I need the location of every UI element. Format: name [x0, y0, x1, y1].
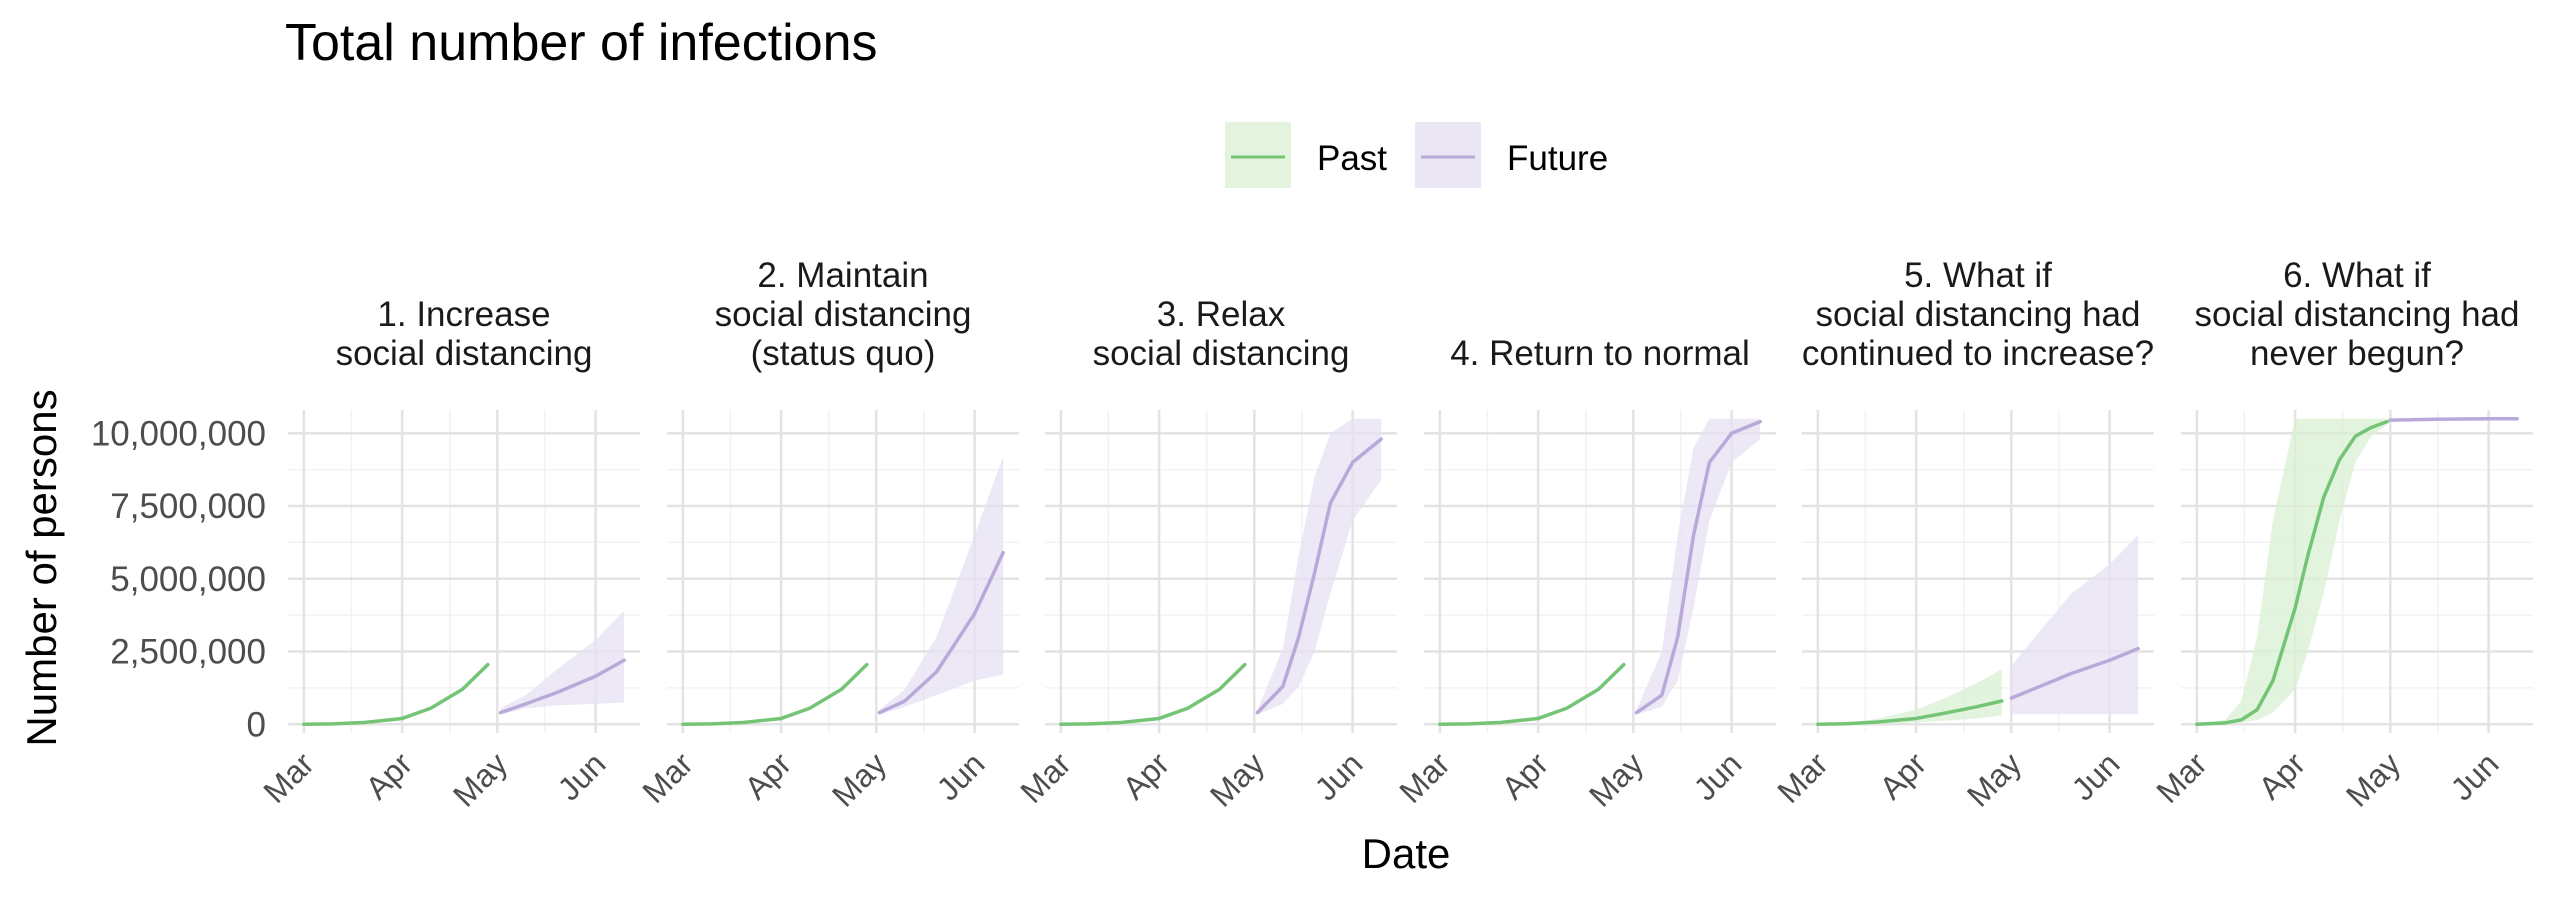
- facet-strip-label: 3. Relax: [1157, 295, 1286, 334]
- past-series-line: [2195, 419, 2389, 727]
- past-series-line: [302, 662, 490, 727]
- facet-strip-label: 4. Return to normal: [1450, 334, 1750, 373]
- legend-key-past: [1225, 122, 1291, 188]
- y-tick-label: 7,500,000: [110, 487, 266, 526]
- future-confidence-band: [2011, 535, 2139, 715]
- facet-strip-label: 6. What if: [2283, 256, 2431, 295]
- future-series-line: [2009, 646, 2140, 700]
- x-tick-label: Jun: [2444, 745, 2506, 807]
- x-tick-label: Mar: [1392, 745, 1457, 810]
- future-confidence-band: [1257, 418, 1382, 715]
- facet-strip-label: continued to increase?: [1802, 334, 2154, 373]
- x-tick-label: May: [1203, 745, 1271, 813]
- legend-key-future: [1415, 122, 1481, 188]
- future-series-line: [877, 550, 1005, 715]
- x-tick-label: Jun: [551, 745, 613, 807]
- facet-strip-label: (status quo): [751, 334, 936, 373]
- x-tick-label: May: [825, 745, 893, 813]
- y-axis-tick-labels: 0 2,500,000 5,000,000 7,500,000 10,000,000: [91, 414, 266, 744]
- x-tick-label: Apr: [2251, 745, 2312, 806]
- x-axis-title: Date: [1362, 830, 1451, 877]
- x-tick-label: May: [2339, 745, 2407, 813]
- x-tick-label: Mar: [256, 745, 321, 810]
- x-tick-label: Jun: [2065, 745, 2127, 807]
- x-tick-label: May: [1582, 745, 1650, 813]
- legend-label-past: Past: [1317, 139, 1387, 178]
- x-tick-label: Mar: [2149, 745, 2214, 810]
- x-tick-label: Jun: [1687, 745, 1749, 807]
- y-tick-label: 5,000,000: [110, 560, 266, 599]
- past-series-line: [1438, 662, 1626, 727]
- facet-strip-label: social distancing had: [2195, 295, 2520, 334]
- future-confidence-band: [1636, 418, 1761, 715]
- past-series-line: [1816, 699, 2004, 727]
- past-series-line: [1059, 662, 1247, 727]
- past-confidence-band: [1817, 668, 2002, 725]
- x-tick-label: Jun: [1308, 745, 1370, 807]
- facet-strip-label: social distancing: [715, 295, 972, 334]
- y-tick-label: 2,500,000: [110, 633, 266, 672]
- x-tick-label: Apr: [737, 745, 798, 806]
- facet-strip-label: never begun?: [2250, 334, 2464, 373]
- x-tick-label: May: [446, 745, 514, 813]
- x-tick-label: Apr: [358, 745, 419, 806]
- x-tick-label: Apr: [1115, 745, 1176, 806]
- x-tick-label: Mar: [1770, 745, 1835, 810]
- legend-label-future: Future: [1507, 139, 1608, 178]
- x-tick-label: Apr: [1494, 745, 1555, 806]
- y-axis-title: Number of persons: [18, 389, 65, 746]
- legend: Past Future: [1225, 122, 1608, 188]
- y-tick-label: 10,000,000: [91, 414, 266, 453]
- future-series-line: [2388, 416, 2519, 422]
- x-tick-label: Apr: [1872, 745, 1933, 806]
- future-confidence-band: [879, 456, 1004, 715]
- facet-panel-4: 4. Return to normal Mar Apr May Jun: [1392, 334, 1776, 814]
- facet-strip-label: social distancing: [336, 334, 593, 373]
- future-confidence-band: [500, 610, 625, 715]
- future-series-line: [498, 658, 626, 715]
- y-tick-label: 0: [247, 705, 266, 744]
- chart-title: Total number of infections: [285, 14, 878, 72]
- x-tick-label: Mar: [1013, 745, 1078, 810]
- past-confidence-band: [2196, 418, 2388, 725]
- future-series-line: [1634, 419, 1762, 715]
- x-tick-label: May: [1960, 745, 2028, 813]
- facet-strip-label: 1. Increase: [377, 295, 550, 334]
- x-tick-label: Jun: [930, 745, 992, 807]
- facet-strip-label: 2. Maintain: [757, 256, 928, 295]
- facet-strip-label: social distancing had: [1816, 295, 2141, 334]
- future-series-line: [1255, 437, 1383, 715]
- past-series-line: [681, 662, 869, 727]
- facet-strip-label: 5. What if: [1904, 256, 2052, 295]
- x-tick-label: Mar: [635, 745, 700, 810]
- facet-strip-label: social distancing: [1093, 334, 1350, 373]
